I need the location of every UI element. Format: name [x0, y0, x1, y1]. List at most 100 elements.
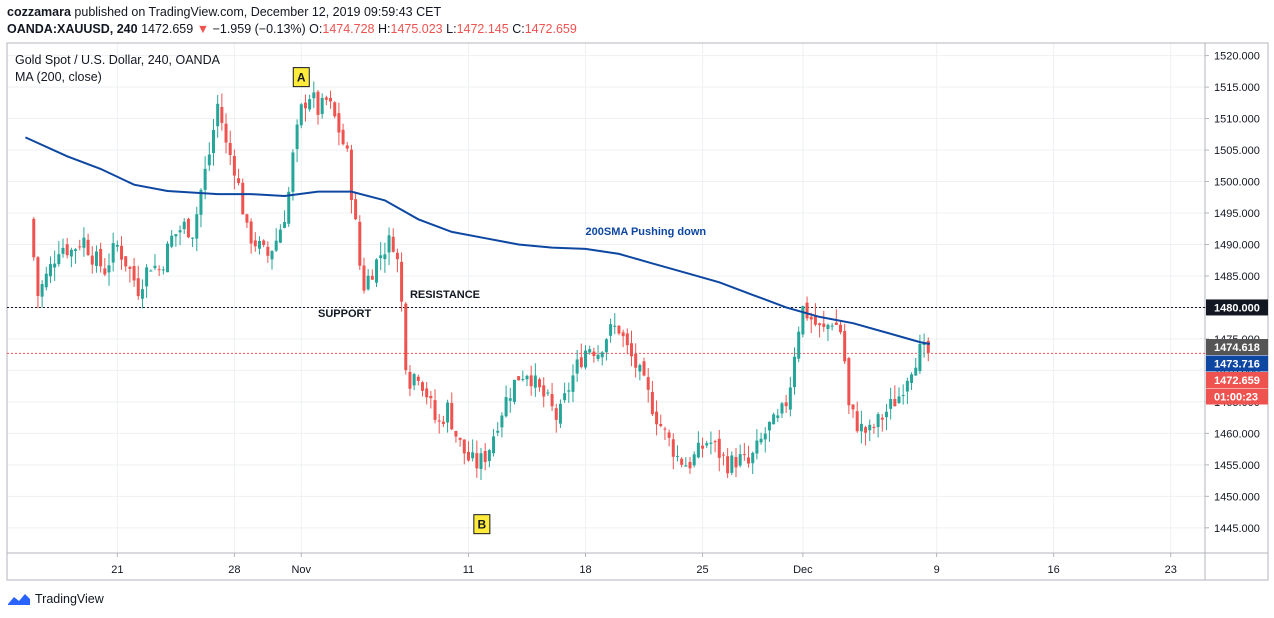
candle-body	[387, 235, 391, 253]
candle	[659, 414, 663, 428]
candle-body	[366, 275, 370, 290]
candle	[629, 330, 633, 367]
candle	[245, 213, 249, 229]
candle	[362, 257, 366, 294]
candle	[186, 217, 190, 239]
candle-body	[120, 245, 124, 260]
candle-body	[274, 240, 278, 251]
candle-body	[905, 380, 909, 392]
tradingview-logo[interactable]: TradingView	[7, 592, 104, 606]
candle-body	[918, 344, 922, 372]
down-arrow-icon: ▼	[196, 22, 210, 36]
candle-body	[571, 375, 575, 392]
candle	[57, 240, 61, 267]
candle	[864, 425, 868, 446]
candle	[563, 382, 567, 404]
price-tag: 1472.659	[1206, 372, 1268, 388]
candle	[145, 264, 149, 298]
candle-body	[809, 316, 813, 320]
candle-body	[696, 442, 700, 458]
candle-body	[182, 221, 186, 230]
candle-body	[496, 430, 500, 433]
candle-body	[337, 113, 341, 133]
candle-body	[433, 400, 437, 420]
candle-body	[675, 455, 679, 457]
price-tag: 1474.618	[1206, 339, 1268, 355]
candle	[600, 350, 604, 366]
candle	[316, 89, 320, 125]
candle	[609, 318, 613, 343]
candle	[103, 258, 107, 277]
candle	[345, 141, 349, 152]
price-tag-text: 1472.659	[1214, 375, 1260, 387]
candle-body	[429, 395, 433, 399]
candle	[763, 427, 767, 453]
candle	[111, 232, 115, 272]
candle-body	[500, 415, 504, 428]
candle-body	[115, 244, 119, 247]
price-tag-text: 1480.000	[1214, 302, 1260, 314]
candle-body	[132, 266, 136, 281]
time-tick-label: 18	[579, 564, 591, 576]
candle	[884, 403, 888, 431]
candle-body	[688, 461, 692, 469]
candle	[266, 241, 270, 263]
candle	[621, 329, 625, 348]
price-tick-label: 1490.000	[1214, 239, 1260, 251]
candle-body	[186, 218, 190, 238]
candle-body	[613, 325, 617, 327]
candle	[170, 230, 174, 249]
price-tag-bg	[1206, 355, 1268, 372]
candle-body	[441, 421, 445, 424]
time-tick-label: Dec	[793, 564, 813, 576]
candle-body	[634, 353, 638, 368]
candle	[500, 412, 504, 438]
candle-body	[224, 123, 228, 143]
annotation-label: B	[478, 518, 487, 532]
candle-body	[533, 375, 537, 388]
candle-body	[483, 451, 487, 463]
time-tick-label: 11	[463, 564, 474, 576]
candle	[859, 410, 863, 444]
candle	[893, 385, 897, 407]
candle	[228, 130, 232, 166]
candle	[400, 252, 404, 312]
candle	[747, 445, 751, 468]
candle	[199, 188, 203, 228]
annotation-box	[292, 67, 310, 88]
candle	[567, 382, 571, 403]
candle-body	[692, 454, 696, 466]
candle-body	[592, 351, 596, 356]
candle-body	[872, 426, 876, 428]
candle-body	[763, 433, 767, 440]
candle-body	[751, 452, 755, 464]
candle-body	[847, 358, 851, 406]
candle	[249, 218, 253, 254]
candle-body	[793, 356, 797, 388]
candle-body	[157, 269, 161, 271]
candle-body	[914, 367, 918, 376]
candle-body	[211, 129, 215, 154]
candle-body	[408, 371, 412, 389]
candle-body	[813, 315, 817, 325]
candle-body	[379, 255, 383, 259]
candle	[834, 309, 838, 326]
candle	[303, 94, 307, 122]
candle	[571, 364, 575, 403]
candle-body	[479, 453, 483, 469]
author-name[interactable]: cozzamara	[7, 5, 71, 19]
candle-body	[358, 221, 362, 266]
candle-body	[538, 379, 542, 388]
candle-body	[391, 236, 395, 252]
candle-body	[203, 168, 207, 190]
candle	[291, 149, 295, 201]
candle	[914, 358, 918, 376]
candle	[487, 448, 491, 468]
chart-text-label: SUPPORT	[318, 308, 371, 320]
candle	[897, 387, 901, 405]
candle	[299, 103, 303, 129]
candle	[646, 367, 650, 403]
candle	[140, 279, 144, 309]
candle-body	[299, 104, 303, 126]
